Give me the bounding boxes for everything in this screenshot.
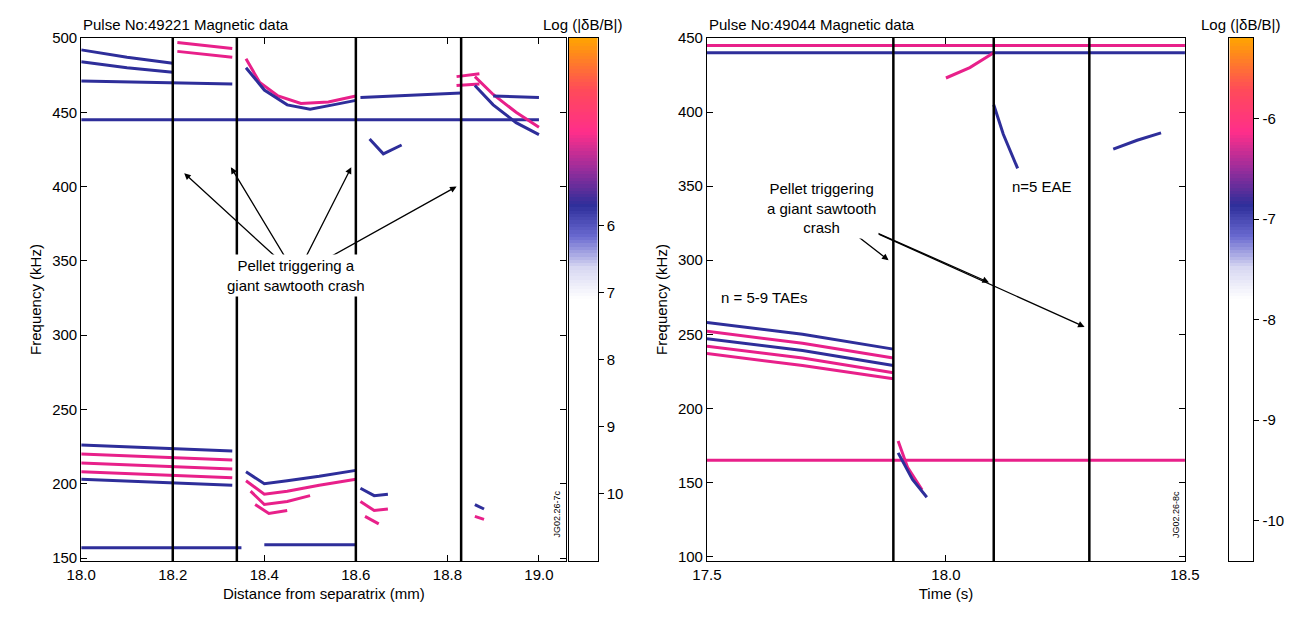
svg-text:18.6: 18.6 — [341, 566, 370, 583]
svg-text:450: 450 — [678, 29, 703, 46]
svg-text:-7: -7 — [1262, 210, 1275, 227]
svg-text:350: 350 — [52, 252, 77, 269]
svg-text:9: 9 — [607, 418, 615, 435]
svg-text:Distance from separatrix (mm): Distance from separatrix (mm) — [223, 585, 425, 602]
svg-text:8: 8 — [607, 351, 615, 368]
svg-text:250: 250 — [678, 326, 703, 343]
svg-text:Time (s): Time (s) — [919, 585, 973, 602]
svg-text:350: 350 — [678, 177, 703, 194]
svg-text:6: 6 — [607, 217, 615, 234]
svg-text:Frequency (kHz): Frequency (kHz) — [27, 244, 44, 355]
svg-text:18.8: 18.8 — [433, 566, 462, 583]
svg-text:400: 400 — [52, 178, 77, 195]
svg-text:n=5 EAE: n=5 EAE — [1012, 178, 1072, 195]
svg-text:10: 10 — [607, 485, 624, 502]
svg-text:JG02.26-7c: JG02.26-7c — [552, 491, 562, 538]
svg-text:300: 300 — [678, 251, 703, 268]
svg-text:-8: -8 — [1262, 311, 1275, 328]
svg-text:-9: -9 — [1262, 411, 1275, 428]
svg-text:18.0: 18.0 — [931, 566, 960, 583]
svg-text:400: 400 — [678, 103, 703, 120]
svg-text:7: 7 — [607, 284, 615, 301]
svg-text:Log (|δB/B|): Log (|δB/B|) — [543, 16, 623, 33]
svg-text:19.0: 19.0 — [524, 566, 553, 583]
svg-text:Log (|δB/B|): Log (|δB/B|) — [1201, 16, 1281, 33]
svg-text:300: 300 — [52, 326, 77, 343]
svg-text:450: 450 — [52, 104, 77, 121]
svg-text:17.5: 17.5 — [692, 566, 721, 583]
svg-text:250: 250 — [52, 401, 77, 418]
svg-text:n = 5-9 TAEs: n = 5-9 TAEs — [721, 289, 808, 306]
svg-text:Frequency (kHz): Frequency (kHz) — [653, 244, 670, 355]
svg-text:150: 150 — [52, 549, 77, 566]
svg-text:JG02.26-8c: JG02.26-8c — [1171, 491, 1181, 538]
svg-text:100: 100 — [678, 548, 703, 565]
svg-text:18.5: 18.5 — [1170, 566, 1199, 583]
svg-text:200: 200 — [678, 400, 703, 417]
svg-text:18.2: 18.2 — [158, 566, 187, 583]
svg-text:200: 200 — [52, 475, 77, 492]
svg-text:18.0: 18.0 — [67, 566, 96, 583]
svg-text:Pellet triggering agiant sawto: Pellet triggering agiant sawtooth crash — [227, 257, 365, 294]
svg-text:-10: -10 — [1262, 512, 1284, 529]
svg-text:18.4: 18.4 — [250, 566, 279, 583]
svg-text:150: 150 — [678, 474, 703, 491]
svg-text:Pellet triggeringa giant sawto: Pellet triggeringa giant sawtoothcrash — [767, 180, 876, 236]
svg-text:500: 500 — [52, 29, 77, 46]
svg-text:Pulse No:49221 Magnetic data: Pulse No:49221 Magnetic data — [83, 16, 289, 33]
svg-text:-6: -6 — [1262, 110, 1275, 127]
svg-text:Pulse No:49044 Magnetic data: Pulse No:49044 Magnetic data — [709, 16, 915, 33]
